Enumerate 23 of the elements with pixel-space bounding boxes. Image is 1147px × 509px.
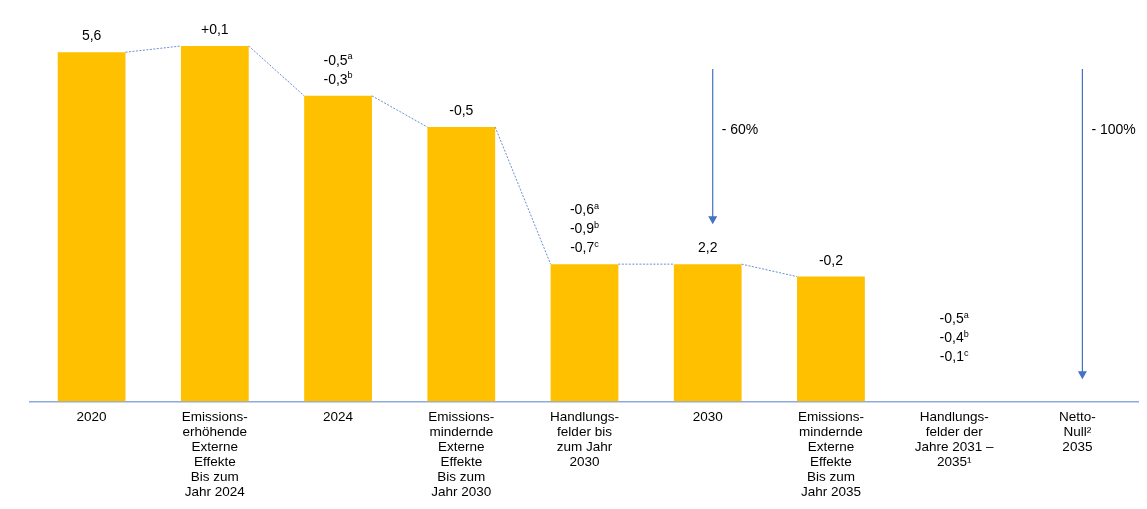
x-tick-label: Netto- Null² 2035	[1059, 408, 1096, 454]
x-tick-label: Emissions- erhöhende Externe Effekte Bis zum Jahr 2024	[181, 408, 248, 500]
annotation: -0,5	[449, 102, 474, 119]
annotation: - 60%	[721, 121, 759, 137]
data-label: 5,6	[81, 27, 102, 44]
bar	[180, 46, 249, 402]
bar	[427, 127, 496, 402]
bar	[304, 95, 372, 402]
data-label: 2,2	[697, 239, 718, 256]
x-tick-label: Emissions- mindernde Externe Effekte Bis zum Jahr 2030	[428, 408, 495, 500]
x-tick-label: Handlungs- felder bis zum Jahr 2030	[549, 408, 620, 469]
x-tick-label: 2030	[692, 408, 723, 424]
x-tick-label: 2024	[323, 408, 354, 424]
annotation: +0,1	[201, 21, 229, 37]
annotation: - 100%	[1091, 121, 1136, 137]
bar	[797, 276, 865, 402]
bar	[673, 264, 742, 402]
x-tick-label: Handlungs- felder der Jahre 2031 – 2035¹	[914, 408, 995, 469]
x-tick-label: Emissions- mindernde Externe Effekte Bis zum Jahr 2035	[797, 408, 864, 500]
bar	[57, 52, 126, 402]
bar	[550, 264, 619, 402]
annotation: -0,2	[818, 251, 844, 268]
x-tick-label: 2020	[76, 408, 107, 424]
